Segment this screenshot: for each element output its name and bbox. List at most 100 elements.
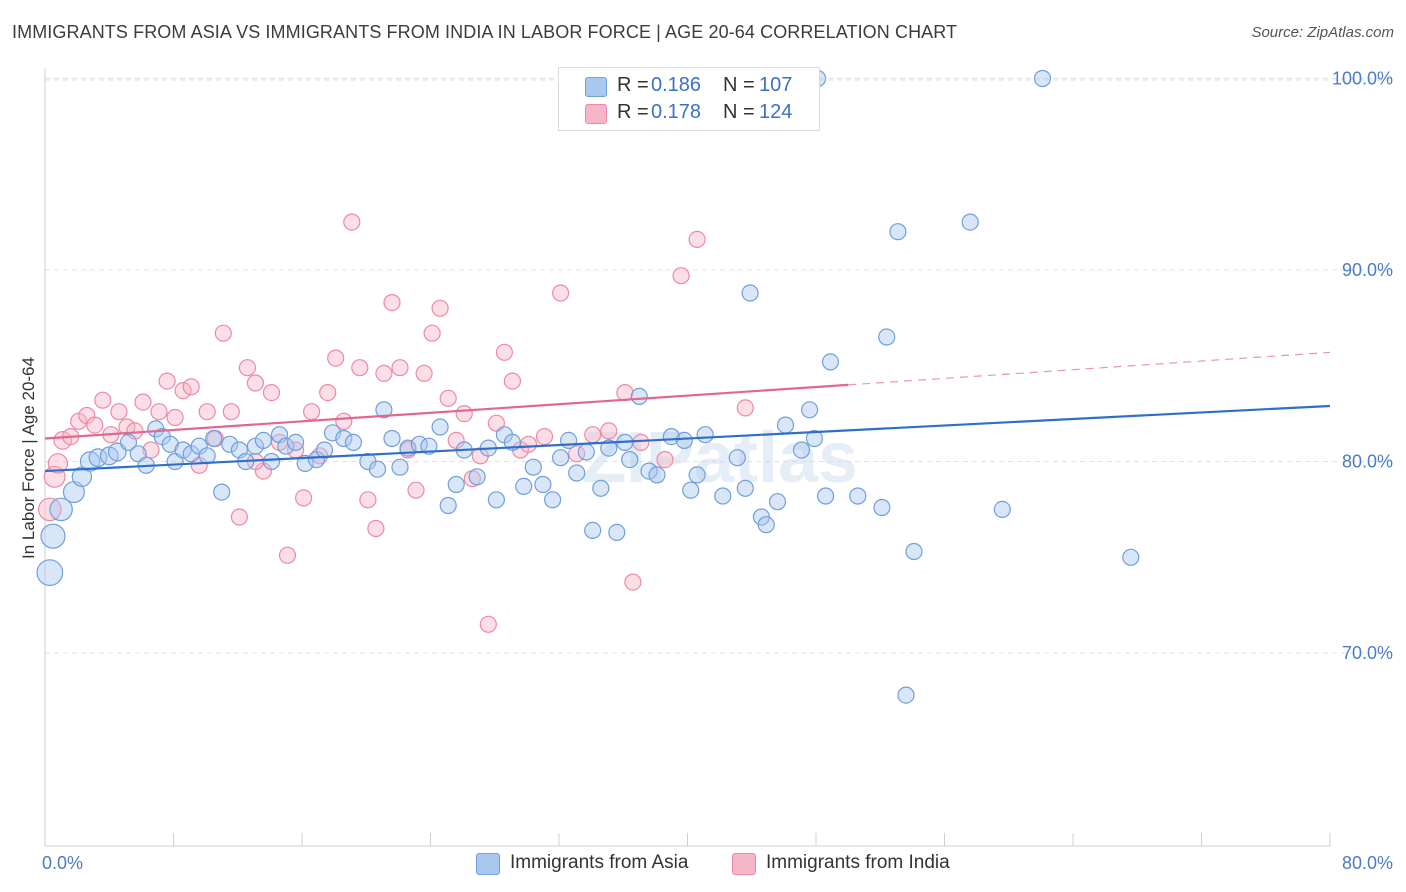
india-point xyxy=(94,391,112,409)
asia-point xyxy=(439,496,457,515)
bottom-legend-india: Immigrants from India xyxy=(732,852,982,876)
asia-point xyxy=(335,429,353,448)
india-swatch xyxy=(585,104,607,124)
asia-point xyxy=(878,328,896,346)
asia-point xyxy=(993,500,1011,518)
india-point xyxy=(327,349,345,367)
axes xyxy=(44,68,1331,847)
india-point xyxy=(238,359,256,377)
tick-labels: 70.0% 80.0% 90.0% 100.0% 0.0% 80.0% xyxy=(42,69,1393,874)
asia-point xyxy=(515,477,533,495)
asia-point xyxy=(821,353,840,371)
asia-point xyxy=(262,452,281,471)
india-point xyxy=(166,408,184,427)
legend-row-asia: R = 0.186 N = 107 xyxy=(559,74,819,100)
asia-point xyxy=(592,479,610,497)
asia-point xyxy=(621,451,639,469)
asia-point xyxy=(600,439,618,457)
asia-point xyxy=(816,487,835,505)
india-trend-extension xyxy=(848,351,1331,386)
trend-lines xyxy=(44,351,1331,473)
source-label: Source: ZipAtlas.com xyxy=(1251,24,1394,41)
asia-point xyxy=(714,487,732,505)
india-point xyxy=(319,384,337,402)
asia-point xyxy=(391,458,409,476)
india-point xyxy=(222,403,240,421)
chart-title: IMMIGRANTS FROM ASIA VS IMMIGRANTS FROM … xyxy=(12,22,958,42)
asia-point xyxy=(1033,69,1052,88)
asia-legend-swatch xyxy=(476,853,500,875)
asia-point xyxy=(849,487,867,505)
asia-point xyxy=(487,491,505,509)
india-point xyxy=(632,433,650,451)
india-point xyxy=(47,453,69,474)
asia-point xyxy=(682,481,700,499)
india-n-value: 124 xyxy=(759,101,793,123)
india-point xyxy=(214,324,232,342)
y-tick-label: 100.0% xyxy=(1332,69,1393,89)
asia-point xyxy=(368,460,387,478)
india-point xyxy=(351,359,369,377)
y-tick-label: 80.0% xyxy=(1342,452,1393,472)
asia-point xyxy=(736,479,754,497)
india-point xyxy=(86,416,104,434)
asia-point xyxy=(375,401,393,419)
asia-point xyxy=(254,431,272,449)
india-point xyxy=(375,364,393,382)
y-axis-label: In Labor Force | Age 20-64 xyxy=(19,357,38,559)
india-trend-line xyxy=(44,383,849,440)
asia-point xyxy=(776,416,795,434)
asia-point xyxy=(221,435,239,453)
asia-point xyxy=(568,464,586,482)
asia-point xyxy=(213,483,231,501)
india-point xyxy=(551,284,570,302)
asia-swatch xyxy=(585,77,607,97)
asia-point xyxy=(543,491,562,509)
india-point xyxy=(624,573,642,591)
asia-point xyxy=(757,516,775,534)
asia-legend-label: Immigrants from Asia xyxy=(510,852,689,873)
asia-point xyxy=(905,542,923,561)
asia-point xyxy=(630,387,648,405)
asia-point xyxy=(119,433,138,451)
india-point xyxy=(367,519,385,538)
india-point xyxy=(198,403,216,421)
asia-point xyxy=(577,443,595,461)
india-point xyxy=(134,393,152,411)
asia-point xyxy=(447,475,465,494)
asia-point xyxy=(468,468,486,486)
asia-point xyxy=(696,426,714,444)
india-point xyxy=(616,384,634,402)
india-point xyxy=(415,364,433,382)
india-point xyxy=(495,343,513,361)
asia-point xyxy=(889,223,907,241)
asia-point xyxy=(1122,548,1140,566)
asia-point xyxy=(174,441,192,459)
india-point xyxy=(158,372,176,390)
india-point xyxy=(391,359,409,377)
x-tick-label: 80.0% xyxy=(1342,853,1393,873)
asia-n-value: 107 xyxy=(759,74,793,96)
asia-point xyxy=(420,437,438,455)
india-n-label: N = xyxy=(723,101,755,123)
india-point xyxy=(584,426,602,444)
asia-r-value: 0.186 xyxy=(651,74,702,96)
india-point xyxy=(479,615,497,633)
india-r-value: 0.178 xyxy=(651,101,702,123)
india-point xyxy=(142,441,160,459)
india-point xyxy=(230,508,248,526)
asia-trend-line xyxy=(44,404,1331,473)
india-point xyxy=(672,267,690,285)
india-point xyxy=(182,378,200,396)
asia-point xyxy=(559,431,578,449)
india-point xyxy=(262,384,281,402)
india-point xyxy=(174,382,192,400)
india-point xyxy=(431,299,449,317)
asia-point xyxy=(897,686,915,704)
asia-point xyxy=(961,213,979,231)
india-point xyxy=(303,403,321,421)
asia-point xyxy=(36,559,64,586)
india-point xyxy=(455,405,473,423)
india-r-label: R = xyxy=(617,101,649,123)
india-point xyxy=(688,230,706,248)
